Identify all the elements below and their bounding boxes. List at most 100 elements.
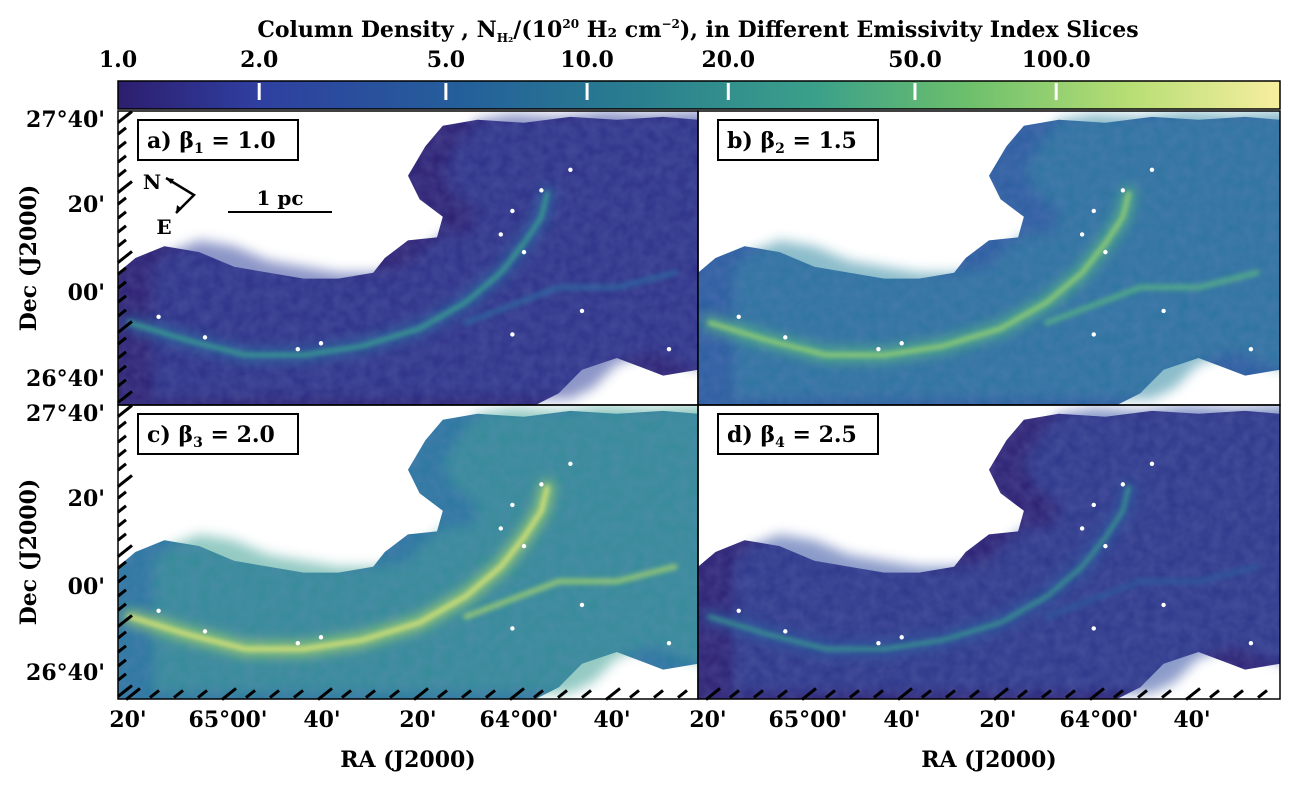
x-axis-label-left: RA (J2000)	[340, 747, 475, 773]
masked-source	[1103, 543, 1108, 549]
axis-tick	[801, 687, 817, 701]
masked-source	[568, 167, 573, 172]
axis-tick	[117, 238, 127, 248]
axis-tick	[629, 689, 640, 699]
axis-tick	[117, 614, 133, 628]
axis-tick	[653, 689, 664, 699]
axis-tick	[173, 689, 184, 699]
x-tick-labels: 20' 65°00' 40' 20' 64°00' 40' 20' 65°00' 40' 20' 6…	[109, 707, 1210, 733]
colorbar-gradient	[117, 80, 1281, 110]
panel-c-label-box	[137, 413, 299, 455]
y-tick-label: 27°40'	[26, 401, 105, 427]
panel-c-map	[118, 405, 698, 699]
axis-tick	[705, 687, 721, 701]
colorbar-tick-label: 2.0	[240, 47, 278, 73]
axis-tick	[1089, 687, 1105, 701]
masked-source	[568, 461, 573, 466]
axis-tick	[117, 180, 133, 194]
axis-tick	[117, 280, 127, 290]
masked-source	[156, 314, 161, 319]
axis-tick	[365, 689, 376, 699]
masked-source	[1248, 346, 1254, 352]
axis-tick	[117, 250, 133, 264]
panel-d-filament	[707, 485, 1131, 651]
masked-source	[498, 232, 503, 237]
masked-source	[510, 208, 515, 214]
masked-source	[202, 335, 208, 340]
axis-tick	[117, 684, 133, 698]
panel-d-texture	[698, 410, 1280, 699]
masked-source	[202, 629, 208, 634]
panel-c-filament	[127, 485, 550, 651]
panel-b-map	[698, 111, 1280, 405]
axis-tick	[269, 689, 280, 699]
colorbar-ticks: 1.0 2.0 5.0 10.0 20.0 50.0 100.0	[99, 47, 1091, 100]
y-tick-label: 20'	[68, 486, 105, 512]
axis-tick	[117, 224, 127, 234]
x-tick-label: 20'	[979, 707, 1016, 733]
scale-bar: 1 pc	[228, 186, 332, 213]
panel-c-filament-branch	[463, 563, 678, 620]
axis-tick	[117, 126, 127, 136]
colorbar-tick-label: 1.0	[99, 47, 137, 73]
axis-tick	[825, 689, 836, 699]
x-tick-label: 40'	[593, 707, 630, 733]
masked-source	[1149, 461, 1155, 466]
panel-c-texture	[118, 410, 698, 699]
axis-tick	[1065, 689, 1076, 699]
axis-tick	[1161, 689, 1172, 699]
x-tick-label: 20'	[399, 707, 436, 733]
axis-tick	[389, 689, 400, 699]
axis-tick	[557, 689, 568, 699]
axis-tick	[677, 689, 688, 699]
panel-d-label: d) β4 = 2.5	[727, 422, 857, 451]
panel-b-label: b) β2 = 1.5	[727, 128, 857, 157]
compass-east-label: E	[156, 215, 171, 239]
masked-source	[579, 602, 585, 608]
masked-source	[736, 314, 741, 319]
axis-tick	[1017, 689, 1028, 699]
axis-tick	[117, 294, 127, 304]
masked-source	[156, 608, 161, 613]
y-tick-label: 27°40'	[26, 107, 105, 133]
colorbar: 1.0 2.0 5.0 10.0 20.0 50.0 100.0	[99, 47, 1281, 110]
x-tick-label: 40'	[883, 707, 920, 733]
panel-a-label-box	[137, 119, 299, 161]
masked-source	[539, 188, 544, 193]
colorbar-tick-label: 20.0	[702, 47, 756, 73]
axis-tick	[117, 196, 127, 206]
axis-tick	[753, 689, 764, 699]
axis-tick	[117, 168, 127, 178]
panel-a-filament-branch	[463, 269, 678, 326]
masked-source	[1079, 232, 1085, 237]
masked-source	[1091, 208, 1096, 214]
masked-source	[899, 635, 904, 640]
masked-source	[666, 346, 672, 352]
panel-d-frame	[697, 404, 1281, 700]
axis-tick	[969, 689, 980, 699]
masked-source	[510, 332, 515, 337]
panel-a-filament	[127, 191, 550, 357]
axis-tick	[117, 658, 127, 668]
masked-source	[498, 526, 503, 531]
axis-tick	[117, 378, 127, 388]
masked-source	[876, 640, 881, 646]
axis-tick	[117, 462, 127, 472]
x-axis-label-right: RA (J2000)	[921, 747, 1056, 773]
axis-tick	[117, 336, 127, 346]
x-tick-label: 64°00'	[1060, 707, 1139, 733]
axis-tick	[777, 689, 788, 699]
masked-source	[876, 346, 881, 352]
axis-tick	[117, 574, 127, 584]
y-tick-label: 26°40'	[26, 366, 105, 392]
axis-tick	[1233, 689, 1244, 699]
axis-tick	[117, 560, 127, 570]
y-tick-labels: 27°40' 20' 00' 26°40' 27°40' 20' 00' 26°40'	[26, 107, 105, 686]
masked-source	[539, 482, 544, 487]
masked-source	[579, 308, 585, 314]
chart-title: Column Density , NH₂/(1020 H₂ cm−2), in …	[257, 17, 1138, 45]
panels: a) β1 = 1.0 b) β2 = 1.5 c) β3 = 2.0 d) β4 =…	[117, 110, 1281, 701]
masked-source	[521, 543, 527, 549]
axis-tick	[729, 689, 740, 699]
